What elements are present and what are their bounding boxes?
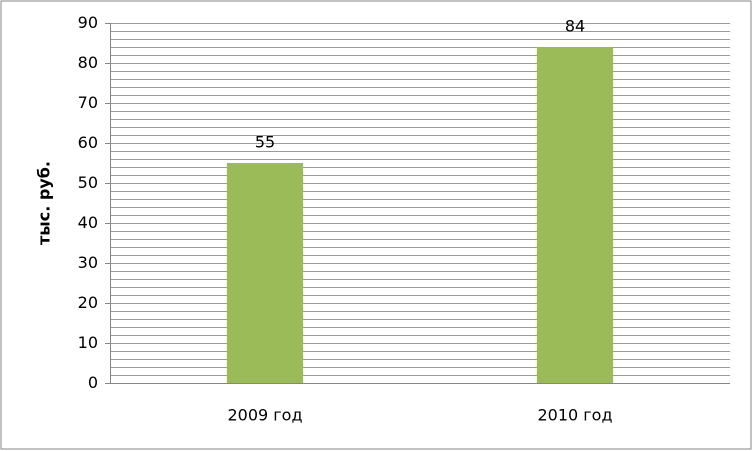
x-tick-label: 2009 год: [227, 406, 302, 425]
y-tick-label: 80: [78, 53, 98, 72]
y-tick-label: 40: [78, 213, 98, 232]
bar: [226, 163, 304, 383]
y-axis-label: тыс. руб.: [35, 161, 54, 245]
x-tick-label: 2010 год: [537, 406, 612, 425]
data-label: 55: [255, 133, 275, 152]
y-tick-label: 90: [78, 13, 98, 32]
y-tick-label: 10: [78, 333, 98, 352]
y-tick-label: 0: [88, 373, 98, 392]
y-tick-label: 20: [78, 293, 98, 312]
data-label: 84: [565, 17, 585, 36]
y-tick-label: 70: [78, 93, 98, 112]
y-tick-label: 30: [78, 253, 98, 272]
y-tick-label: 50: [78, 173, 98, 192]
bar: [536, 47, 614, 383]
y-tick-label: 60: [78, 133, 98, 152]
